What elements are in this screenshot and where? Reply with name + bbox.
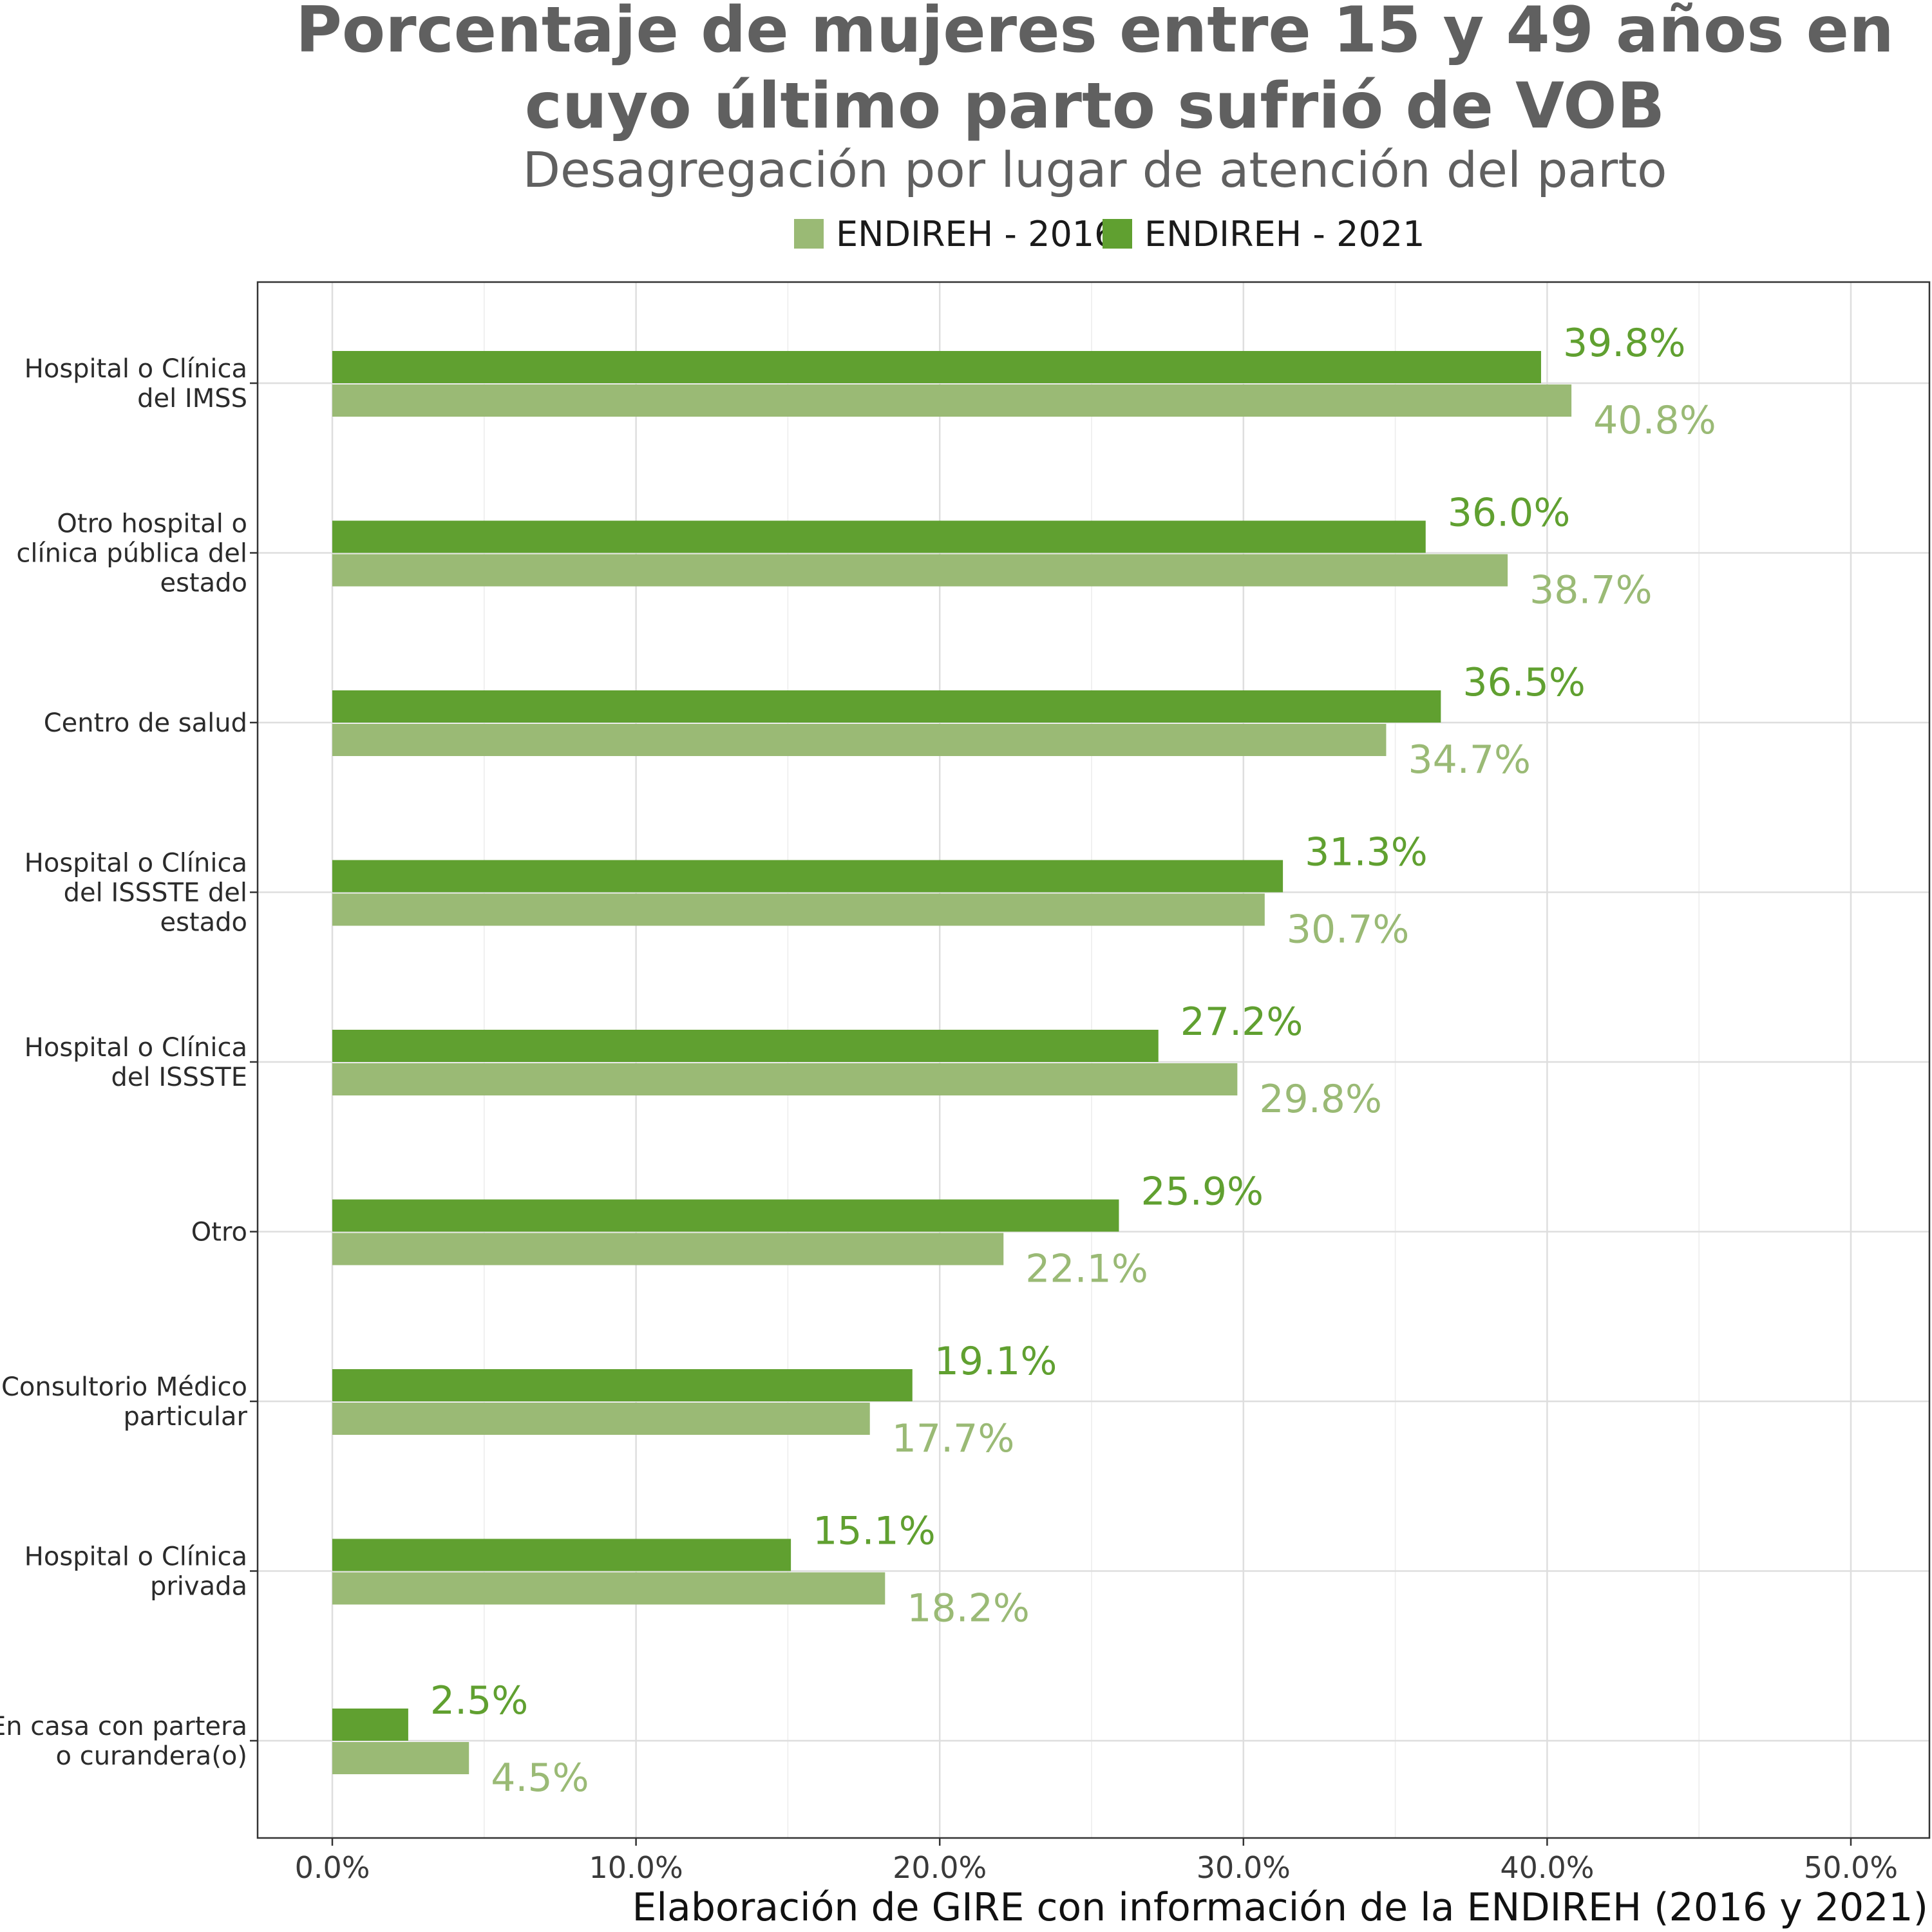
y-axis: Hospital o Clínica del IMSS Otro hospital … bbox=[0, 354, 258, 1771]
bar-2016 bbox=[332, 1233, 1004, 1265]
x-tick-label: 10.0% bbox=[589, 1850, 683, 1885]
bar-2016 bbox=[332, 554, 1508, 587]
bar-2021 bbox=[332, 520, 1426, 553]
bar-2021 bbox=[332, 690, 1441, 723]
chart-title-line1: Porcentaje de mujeres entre 15 y 49 años… bbox=[296, 0, 1894, 67]
data-label-2021: 39.8% bbox=[1563, 321, 1686, 366]
category-label: Otro hospital o clínica pública del estado bbox=[16, 509, 247, 598]
data-label-2016: 18.2% bbox=[907, 1586, 1030, 1631]
category-label: En casa con partera o curandera(o) bbox=[0, 1712, 247, 1771]
bar-2016 bbox=[332, 893, 1265, 926]
category-label: Consultorio Médico particular bbox=[1, 1372, 248, 1432]
chart-caption: Elaboración de GIRE con información de l… bbox=[632, 1885, 1928, 1930]
data-label-2016: 40.8% bbox=[1593, 398, 1716, 443]
data-label-2016: 22.1% bbox=[1025, 1247, 1148, 1292]
bar-2021 bbox=[332, 1030, 1159, 1062]
plot-border bbox=[256, 281, 1931, 1839]
bars bbox=[332, 351, 1572, 1774]
x-tick-label: 20.0% bbox=[893, 1850, 987, 1885]
legend-label-0: ENDIREH - 2016 bbox=[836, 214, 1117, 254]
bar-2021 bbox=[332, 1709, 408, 1741]
bar-2016 bbox=[332, 1742, 469, 1774]
data-label-2021: 31.3% bbox=[1305, 830, 1428, 875]
data-label-2016: 4.5% bbox=[491, 1756, 589, 1801]
legend-label-1: ENDIREH - 2021 bbox=[1144, 214, 1425, 254]
category-label: Hospital o Clínica del ISSSTE bbox=[24, 1033, 247, 1092]
data-label-2021: 27.2% bbox=[1180, 999, 1303, 1045]
x-axis: 0.0% 10.0% 20.0% 30.0% 40.0% 50.0% bbox=[295, 1838, 1898, 1885]
data-label-2021: 36.5% bbox=[1463, 660, 1586, 705]
category-label: Centro de salud bbox=[44, 708, 247, 738]
bar-2021 bbox=[332, 1369, 913, 1401]
bar-2021 bbox=[332, 860, 1283, 893]
category-label: Hospital o Clínica del IMSS bbox=[24, 354, 247, 413]
data-label-2016: 38.7% bbox=[1530, 568, 1653, 613]
category-label: Hospital o Clínica privada bbox=[24, 1542, 247, 1602]
data-label-2021: 19.1% bbox=[934, 1339, 1057, 1384]
x-tick-label: 0.0% bbox=[295, 1850, 370, 1885]
bar-2021 bbox=[332, 1539, 791, 1571]
legend-key-0 bbox=[794, 219, 824, 249]
bar-2016 bbox=[332, 1572, 886, 1605]
bar-2021 bbox=[332, 351, 1541, 383]
data-label-2016: 30.7% bbox=[1287, 907, 1410, 952]
legend: ENDIREH - 2016 ENDIREH - 2021 bbox=[794, 214, 1425, 254]
data-label-2021: 2.5% bbox=[430, 1678, 528, 1723]
data-label-2016: 34.7% bbox=[1408, 737, 1531, 782]
data-label-2021: 15.1% bbox=[813, 1509, 936, 1554]
data-label-2021: 25.9% bbox=[1141, 1170, 1264, 1215]
category-label: Otro bbox=[191, 1218, 247, 1247]
bar-2016 bbox=[332, 724, 1387, 756]
x-tick-label: 30.0% bbox=[1197, 1850, 1291, 1885]
category-label: Hospital o Clínica del ISSSTE del estado bbox=[24, 849, 247, 938]
bar-2021 bbox=[332, 1199, 1119, 1232]
legend-key-1 bbox=[1103, 219, 1132, 249]
x-tick-label: 50.0% bbox=[1804, 1850, 1898, 1885]
data-label-2021: 36.0% bbox=[1448, 491, 1571, 536]
bar-2016 bbox=[332, 384, 1572, 417]
x-tick-label: 40.0% bbox=[1500, 1850, 1594, 1885]
bar-2016 bbox=[332, 1063, 1238, 1095]
bar-2016 bbox=[332, 1403, 870, 1435]
data-label-2016: 29.8% bbox=[1259, 1077, 1382, 1122]
chart-subtitle: Desagregación por lugar de atención del … bbox=[522, 141, 1667, 198]
data-label-2016: 17.7% bbox=[892, 1416, 1015, 1461]
chart-title-line2: cuyo último parto sufrió de VOB bbox=[525, 70, 1665, 143]
value-labels: 39.8% 40.8% 36.0% 38.7% 36.5% 34.7% 31.3% 30.7%… bbox=[430, 321, 1716, 1801]
